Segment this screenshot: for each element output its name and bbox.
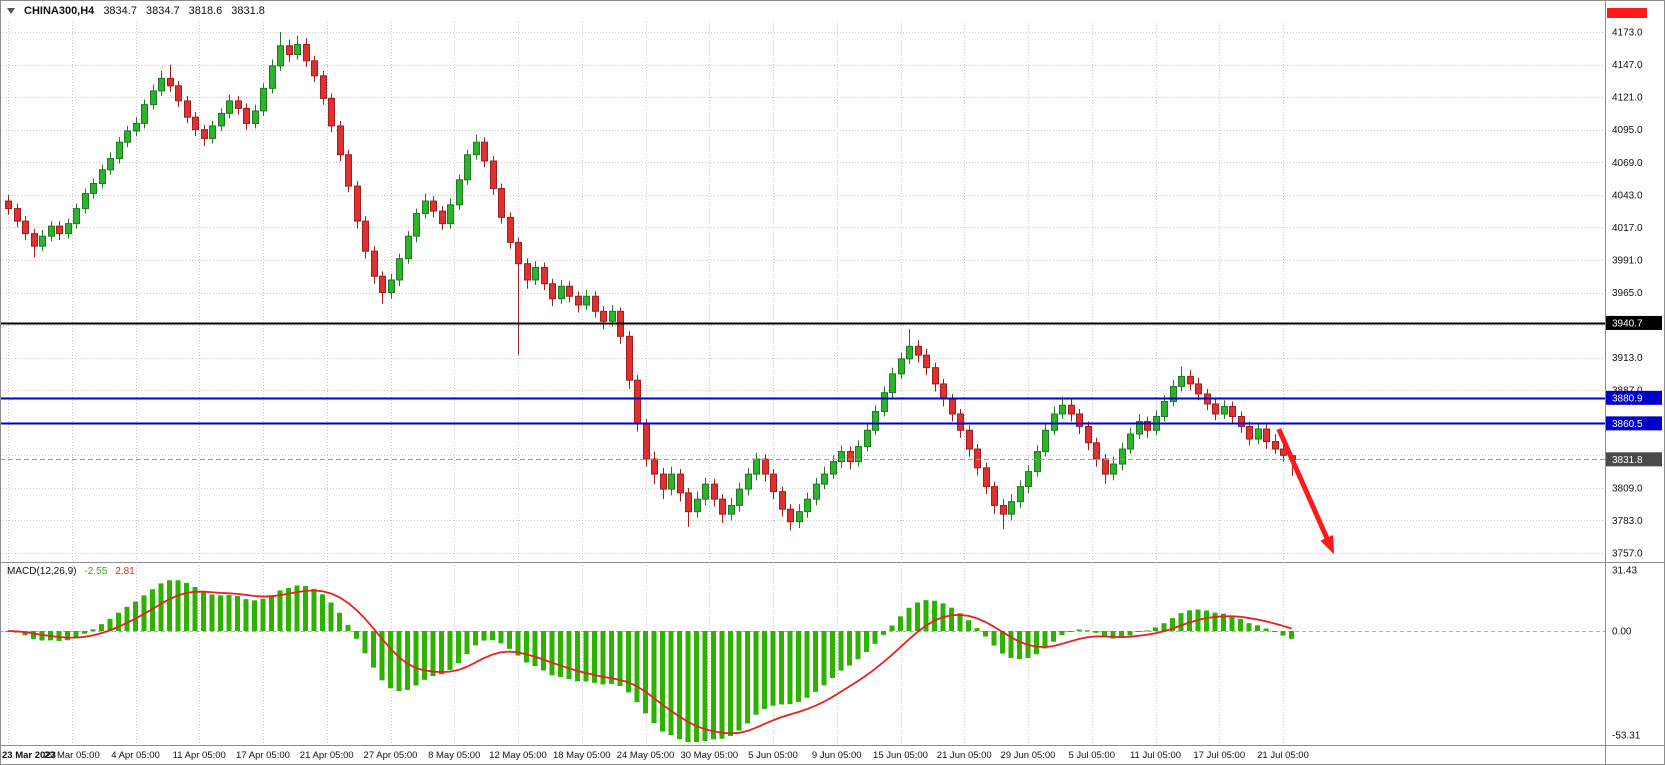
candles-layer bbox=[5, 32, 1296, 531]
price-axis-labels: 4173.0 4147.0 4121.0 4095.0 4069.0 4043.0 4017… bbox=[1612, 28, 1643, 560]
svg-text:4 Apr 05:00: 4 Apr 05:00 bbox=[111, 750, 160, 761]
macd-indicator-label: MACD(12,26,9) -2.55 2.81 bbox=[7, 566, 135, 577]
svg-text:21 Apr 05:00: 21 Apr 05:00 bbox=[300, 750, 354, 761]
svg-text:8 May 05:00: 8 May 05:00 bbox=[428, 750, 480, 761]
macd-axis-label: 31.43 bbox=[1612, 565, 1637, 576]
svg-text:3991.0: 3991.0 bbox=[1612, 255, 1643, 266]
svg-text:3913.0: 3913.0 bbox=[1612, 353, 1643, 364]
svg-text:4043.0: 4043.0 bbox=[1612, 190, 1643, 201]
macd-axis-label: 0.00 bbox=[1612, 627, 1632, 638]
svg-text:12 May 05:00: 12 May 05:00 bbox=[489, 750, 547, 761]
svg-text:18 May 05:00: 18 May 05:00 bbox=[553, 750, 611, 761]
price-badge-3880.9: 3880.9 bbox=[1606, 390, 1662, 405]
svg-text:4017.0: 4017.0 bbox=[1612, 223, 1643, 234]
svg-text:9 Jun 05:00: 9 Jun 05:00 bbox=[812, 750, 862, 761]
svg-text:17 Apr 05:00: 17 Apr 05:00 bbox=[236, 750, 290, 761]
svg-text:11 Apr 05:00: 11 Apr 05:00 bbox=[173, 750, 226, 761]
macd-axis-label: -53.31 bbox=[1612, 730, 1641, 741]
sell-arrow-head[interactable] bbox=[1320, 534, 1334, 555]
svg-text:3783.0: 3783.0 bbox=[1612, 516, 1643, 527]
chart-header: CHINA300,H4 3834.7 3834.7 3818.6 3831.8 bbox=[7, 5, 265, 17]
svg-text:3940.7: 3940.7 bbox=[1612, 318, 1643, 329]
svg-text:4069.0: 4069.0 bbox=[1612, 158, 1643, 169]
svg-text:5 Jun 05:00: 5 Jun 05:00 bbox=[748, 750, 798, 761]
macd-signal-value: 2.81 bbox=[115, 566, 135, 577]
svg-text:3757.0: 3757.0 bbox=[1612, 549, 1643, 560]
bar-close-value: 3831.8 bbox=[231, 5, 265, 17]
price-badge-3940.7: 3940.7 bbox=[1606, 315, 1662, 330]
svg-text:3860.5: 3860.5 bbox=[1612, 419, 1643, 430]
macd-name: MACD(12,26,9) bbox=[7, 566, 77, 577]
svg-text:3831.8: 3831.8 bbox=[1612, 455, 1643, 466]
price-axis-area[interactable] bbox=[1606, 0, 1665, 765]
svg-text:4121.0: 4121.0 bbox=[1612, 93, 1643, 104]
svg-text:3809.0: 3809.0 bbox=[1612, 483, 1643, 494]
bar-high-value: 3834.7 bbox=[145, 5, 180, 17]
svg-text:24 May 05:00: 24 May 05:00 bbox=[617, 750, 675, 761]
svg-text:23 Mar 2023: 23 Mar 2023 bbox=[2, 750, 56, 761]
svg-text:27 Apr 05:00: 27 Apr 05:00 bbox=[364, 750, 418, 761]
symbol-title: CHINA300,H4 bbox=[24, 5, 95, 17]
price-badge-3831.8: 3831.8 bbox=[1606, 452, 1662, 467]
svg-text:17 Jul 05:00: 17 Jul 05:00 bbox=[1193, 750, 1245, 761]
svg-text:11 Jul 05:00: 11 Jul 05:00 bbox=[1130, 750, 1181, 761]
svg-text:4095.0: 4095.0 bbox=[1612, 125, 1643, 136]
price-badge-3860.5: 3860.5 bbox=[1606, 416, 1662, 431]
svg-text:4147.0: 4147.0 bbox=[1612, 60, 1643, 71]
svg-text:5 Jul 05:00: 5 Jul 05:00 bbox=[1069, 750, 1115, 761]
sell-arrow-line[interactable] bbox=[1276, 428, 1332, 545]
macd-main-value: -2.55 bbox=[84, 566, 108, 577]
svg-text:29 Jun 05:00: 29 Jun 05:00 bbox=[1001, 750, 1056, 761]
svg-text:4173.0: 4173.0 bbox=[1612, 28, 1643, 39]
bar-open-value: 3834.7 bbox=[103, 5, 137, 17]
svg-text:21 Jun 05:00: 21 Jun 05:00 bbox=[937, 750, 992, 761]
svg-text:15 Jun 05:00: 15 Jun 05:00 bbox=[873, 750, 928, 761]
bar-low-value: 3818.6 bbox=[188, 5, 223, 17]
axis-top-marker bbox=[1607, 8, 1647, 18]
svg-text:3880.9: 3880.9 bbox=[1612, 393, 1643, 404]
macd-signal-line bbox=[7, 589, 1292, 735]
svg-text:30 May 05:00: 30 May 05:00 bbox=[680, 750, 738, 761]
svg-text:29 Mar 05:00: 29 Mar 05:00 bbox=[44, 750, 100, 761]
symbol-dropdown-icon[interactable] bbox=[7, 8, 15, 14]
svg-text:21 Jul 05:00: 21 Jul 05:00 bbox=[1257, 750, 1309, 761]
svg-text:3965.0: 3965.0 bbox=[1612, 288, 1643, 299]
